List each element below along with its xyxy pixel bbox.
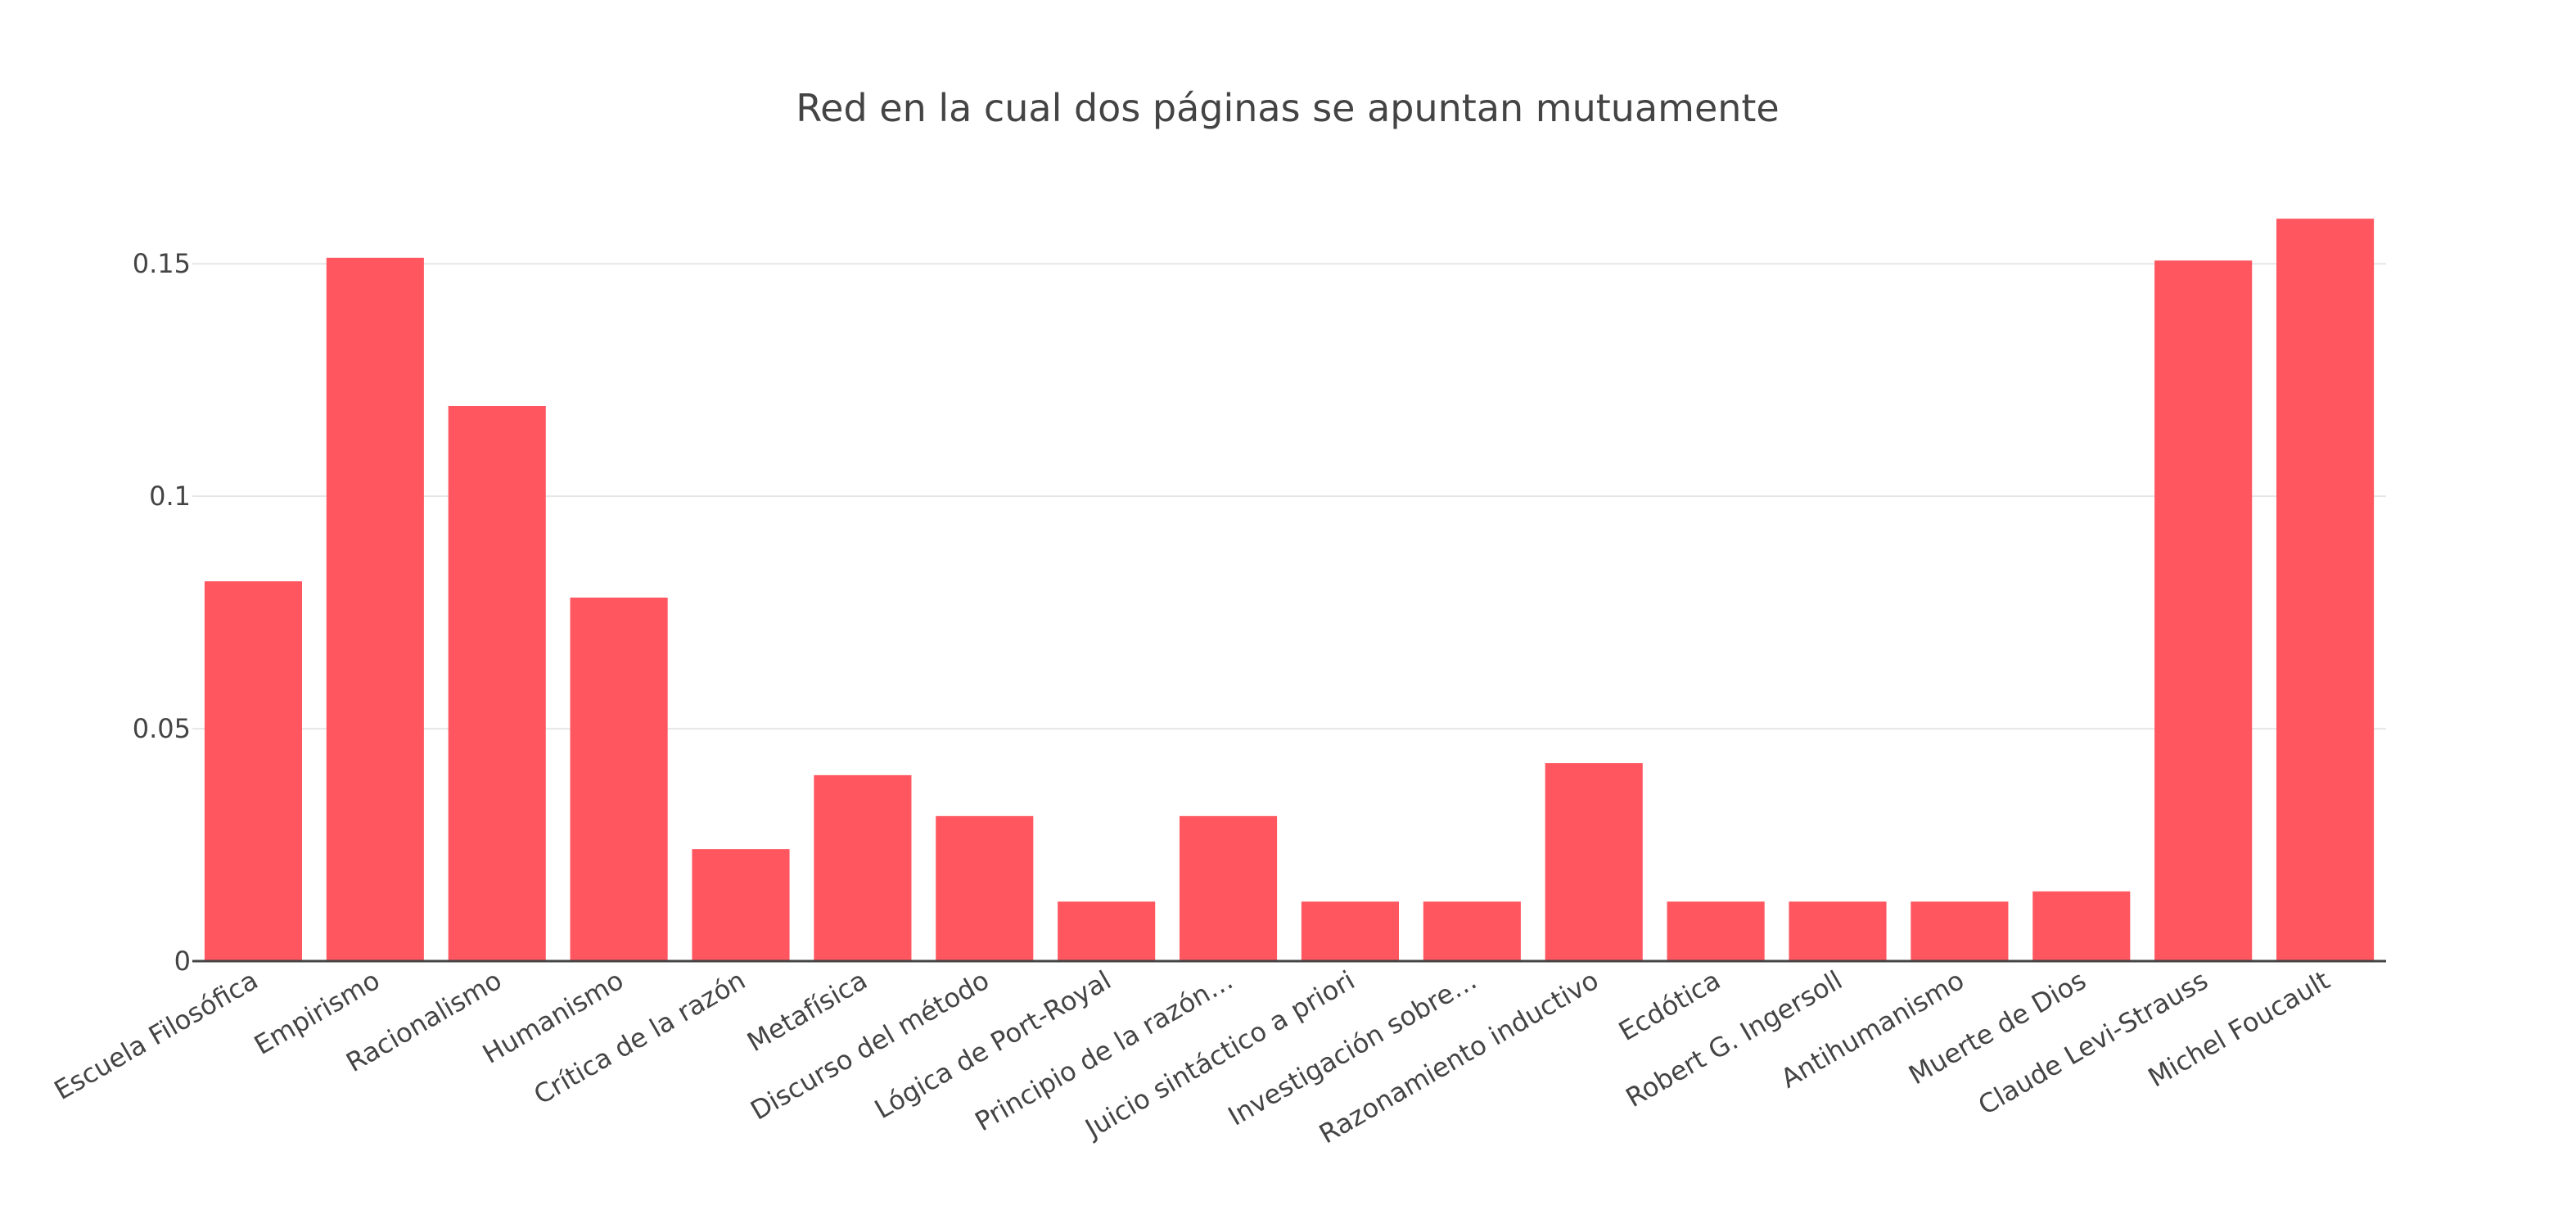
x-tick-label: Escuela Filosófica	[49, 964, 264, 1106]
gridlines	[192, 263, 2386, 730]
bar	[1545, 763, 1643, 961]
y-tick-label: 0.05	[133, 713, 191, 744]
bars	[204, 219, 2375, 962]
bar	[204, 581, 302, 961]
bar	[326, 257, 424, 961]
chart-title: Red en la cual dos páginas se apuntan mu…	[796, 86, 1779, 130]
bar	[1667, 901, 1765, 961]
y-axis-ticks: 0 0.05 0.1 0.15	[133, 248, 191, 977]
bar	[2154, 260, 2253, 962]
bar	[1301, 901, 1399, 961]
x-axis-ticks: Escuela FilosóficaEmpirismoRacionalismoH…	[49, 964, 2335, 1149]
x-tick-label: Crítica de la razón	[529, 964, 751, 1111]
y-tick-label: 0	[174, 946, 191, 977]
bar	[570, 597, 668, 961]
bar	[1911, 901, 2009, 961]
bar	[2032, 891, 2131, 961]
y-tick-label: 0.1	[149, 481, 191, 512]
y-tick-label: 0.15	[133, 248, 191, 279]
bar	[1180, 815, 1278, 961]
bar	[2276, 219, 2375, 961]
x-tick-label: Claude Levi-Strauss	[1973, 964, 2213, 1121]
bar	[1058, 901, 1156, 961]
bar	[448, 405, 546, 961]
bar	[936, 815, 1034, 961]
x-tick-label: Robert G. Ingersoll	[1621, 964, 1847, 1113]
bar	[1789, 901, 1887, 961]
bar	[692, 849, 790, 961]
bar	[814, 774, 912, 961]
bar	[1423, 901, 1521, 961]
